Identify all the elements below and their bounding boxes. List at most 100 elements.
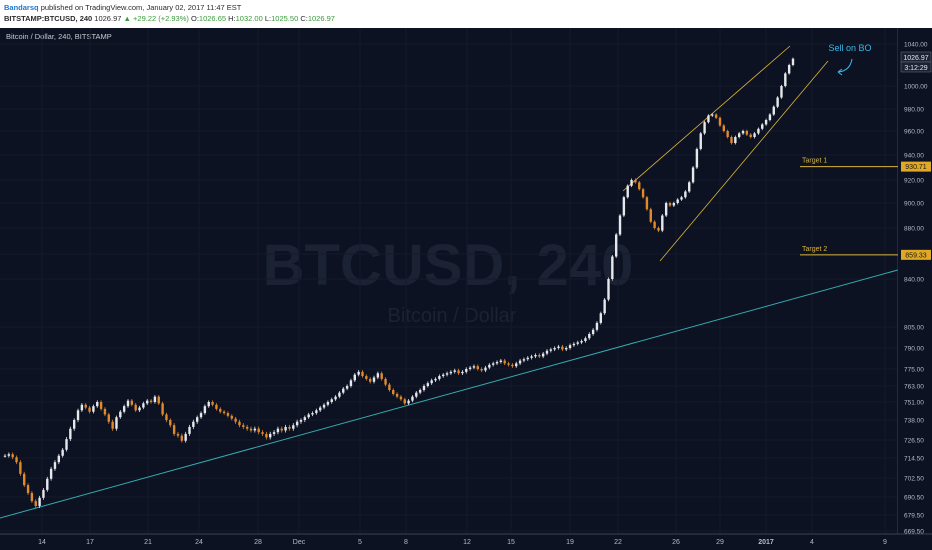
candle-body [407, 400, 410, 404]
candle-body [53, 462, 57, 469]
y-tick-label: 880.00 [904, 226, 924, 233]
candle-body [126, 400, 130, 407]
candle-body [365, 376, 368, 379]
candle-body [449, 371, 453, 374]
target-label: Target 1 [802, 158, 827, 165]
candle-body [657, 228, 660, 231]
y-tick-label: 714.50 [904, 456, 924, 463]
candle-body [107, 414, 110, 422]
candle-body [753, 133, 756, 137]
candle-body [688, 182, 691, 192]
candle-body [787, 65, 791, 74]
y-tick-label: 679.50 [904, 513, 924, 520]
candle-body [334, 396, 337, 400]
author-link[interactable]: Bandarsq [4, 3, 39, 12]
candle-body [484, 367, 487, 371]
candle-body [130, 400, 134, 405]
candle-body [672, 203, 676, 206]
candle-body [134, 404, 137, 411]
candle-body [776, 97, 779, 107]
candle-body [403, 399, 406, 404]
candle-body [361, 371, 364, 377]
candle-body [376, 373, 380, 378]
candle-body [342, 388, 345, 393]
price-change: ▲ +29.22 (+2.93%) [123, 14, 189, 23]
candle-body [722, 125, 726, 131]
candle-body [522, 359, 526, 361]
candle-body [99, 402, 103, 409]
candle-body [242, 425, 245, 427]
sell-arrow [837, 58, 853, 73]
candle-body [372, 377, 376, 382]
candle-body [603, 299, 606, 314]
candle-body [265, 433, 268, 438]
price-axis[interactable] [898, 28, 932, 534]
candle-body [634, 180, 637, 183]
y-tick-label: 775.00 [904, 367, 924, 374]
candle-body [480, 369, 483, 371]
target-price-badge-text: 930.71 [905, 164, 927, 171]
candle-body [572, 343, 576, 346]
candle-body [749, 134, 752, 137]
candle-body [249, 428, 253, 431]
candle-body [138, 407, 141, 411]
y-tick-label: 669.50 [904, 529, 924, 536]
candle-body [511, 364, 514, 367]
y-tick-label: 980.00 [904, 107, 924, 114]
countdown-badge-text: 3:12:29 [904, 65, 927, 72]
candle-body [507, 363, 510, 365]
candle-body [380, 373, 383, 379]
candle-body [468, 367, 472, 369]
candle-body [211, 402, 214, 405]
candle-body [42, 489, 45, 498]
candle-body [399, 396, 403, 400]
candle-body [445, 373, 449, 375]
candle-body [96, 402, 99, 407]
candle-body [415, 392, 418, 397]
candle-body [292, 425, 295, 429]
candle-body [764, 120, 768, 125]
candle-body [757, 128, 760, 134]
candle-body [245, 426, 249, 429]
candle-body [541, 353, 545, 357]
candle-body [295, 421, 299, 426]
candle-body [349, 380, 353, 386]
x-tick-label: Dec [293, 539, 306, 546]
candle-body [791, 58, 795, 65]
candle-body [269, 433, 272, 438]
candle-body [664, 203, 668, 216]
candle-body [649, 209, 652, 222]
candle-body [353, 374, 356, 381]
candle-body [388, 384, 391, 390]
candle-body [219, 408, 222, 412]
y-tick-label: 900.00 [904, 201, 924, 208]
candle-body [568, 345, 572, 348]
chart-title: Bitcoin / Dollar, 240, BITSTAMP [6, 32, 112, 41]
candle-body [288, 426, 291, 429]
candle-body [553, 348, 556, 350]
candle-body [684, 191, 687, 198]
time-axis[interactable] [0, 534, 932, 550]
candle-body [19, 462, 22, 474]
candle-body [730, 137, 733, 143]
grid [0, 28, 898, 534]
close-label: C: [300, 14, 308, 23]
candle-body [638, 182, 641, 190]
candle-body [784, 73, 787, 86]
candle-body [195, 417, 199, 422]
candle-body [591, 329, 595, 334]
y-tick-label: 840.00 [904, 277, 924, 284]
candle-body [7, 454, 11, 456]
candle-body [626, 185, 629, 198]
x-tick-label: 21 [144, 539, 152, 546]
x-tick-label: 22 [614, 539, 622, 546]
candle-body [472, 366, 476, 368]
candle-body [257, 428, 260, 433]
y-tick-label: 738.00 [904, 418, 924, 425]
open-value: 1026.65 [198, 14, 227, 23]
candle-body [15, 457, 18, 463]
candle-body [69, 428, 72, 440]
candle-body [330, 399, 333, 402]
candle-body [491, 363, 495, 365]
